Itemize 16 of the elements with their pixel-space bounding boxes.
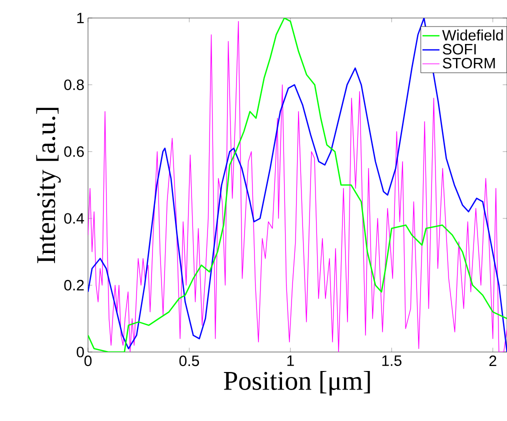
legend-label: Widefield — [442, 30, 503, 41]
x-axis-title: Position [μm] — [224, 370, 370, 396]
legend-label: SOFI — [442, 44, 476, 54]
x-tick-label: 1.5 — [382, 356, 402, 366]
y-axis-title: Intensity [a.u.] — [36, 108, 61, 264]
y-tick-label: 0 — [76, 346, 84, 358]
y-tick-label: 0.6 — [64, 146, 84, 157]
x-tick-label: 0 — [84, 356, 92, 366]
x-tick-label: 1 — [287, 356, 294, 366]
legend-label: STORM — [442, 58, 495, 68]
x-tick-label: 2 — [489, 356, 496, 366]
y-tick-label: 0.8 — [64, 79, 84, 90]
y-tick-label: 0.2 — [64, 280, 84, 291]
x-tick-label: 0.5 — [179, 356, 200, 366]
y-tick-label: 0.4 — [64, 213, 84, 224]
y-tick-label: 1 — [77, 12, 84, 24]
